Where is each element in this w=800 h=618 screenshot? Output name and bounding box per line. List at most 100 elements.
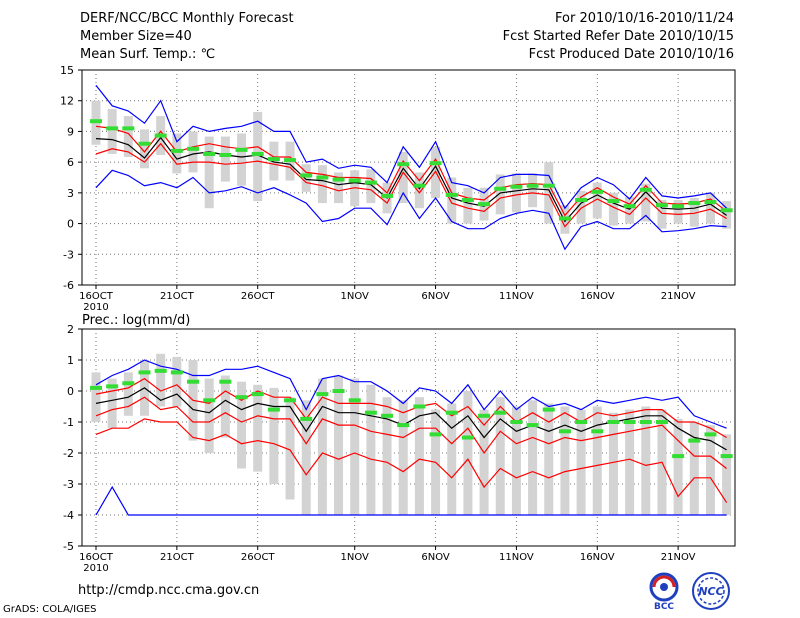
prec-obs-marker <box>381 413 394 418</box>
temp-obs-marker <box>623 204 636 209</box>
prec-range-box <box>722 434 732 515</box>
prec-range-box <box>366 384 376 515</box>
temp-mean-line <box>95 136 727 223</box>
prec-range-box <box>107 378 117 429</box>
temp-xtick-label: 21NOV <box>661 291 696 302</box>
prec-range-box <box>123 372 133 416</box>
temp-range-box <box>204 136 214 209</box>
forecast-period: For 2010/10/16-2010/11/24 <box>555 11 734 26</box>
temp-range-box <box>414 172 424 209</box>
prec-ytick-label: -3 <box>63 478 74 491</box>
temp-obs-marker <box>219 152 232 157</box>
temp-range-box <box>673 200 683 224</box>
prec-xtick-label: 6NOV <box>421 552 450 563</box>
prec-upper-line <box>95 377 727 439</box>
prec-range-box <box>414 397 424 515</box>
prec-lower2-line <box>95 418 728 503</box>
prec-range-box <box>463 391 473 515</box>
temp-range-box <box>366 169 376 204</box>
temp-xtick-label: 26OCT <box>241 291 276 302</box>
prec-range-box <box>91 372 101 422</box>
prec-min-line <box>95 485 727 516</box>
prec-obs-marker <box>203 398 216 403</box>
temp-range-box <box>269 141 279 181</box>
temp-obs-marker <box>364 180 377 185</box>
temp-obs-marker <box>203 151 216 156</box>
prec-xtick-label: 1NOV <box>341 552 370 563</box>
prec-range-box <box>528 400 538 515</box>
temp-upper-line <box>95 125 727 217</box>
temp-obs-marker <box>494 186 507 191</box>
prec-range-box <box>382 397 392 515</box>
temp-obs-marker <box>106 126 119 131</box>
temp-range-box <box>705 192 715 224</box>
temp-obs-marker <box>397 162 410 167</box>
temp-obs-marker <box>655 203 668 208</box>
prec-obs-marker <box>526 423 539 428</box>
prec-obs-marker <box>542 407 555 412</box>
prec-obs-marker <box>154 368 167 373</box>
temp-obs-marker <box>300 173 313 178</box>
temp-range-box <box>463 187 473 224</box>
prec-obs-marker <box>720 454 733 459</box>
temp-obs-marker <box>429 161 442 166</box>
prec-ytick-label: -1 <box>63 416 74 429</box>
prec-obs-marker <box>348 398 361 403</box>
prec-obs-marker <box>332 389 345 393</box>
temp-range-box <box>301 164 311 192</box>
prec-range-box <box>544 403 554 515</box>
temp-obs-marker <box>510 184 523 189</box>
temp-obs-marker <box>575 198 588 203</box>
temp-range-box <box>495 174 505 215</box>
temp-xtick-label: 1NOV <box>341 291 370 302</box>
temp-range-box <box>334 172 344 204</box>
prec-obs-marker <box>558 429 571 434</box>
prec-range-box <box>705 425 715 515</box>
prec-panel-title: Prec.: log(mm/d) <box>82 313 190 328</box>
prec-xtick-year-label: 2010 <box>83 563 108 574</box>
prec-obs-marker <box>316 392 329 397</box>
temp-obs-marker <box>461 198 474 203</box>
grads-credit: GrADS: COLA/IGES <box>3 604 97 615</box>
bcc-logo: BCC <box>649 572 679 611</box>
temp-obs-marker <box>672 204 685 209</box>
temp-range-box <box>140 129 150 169</box>
temp-obs-marker <box>413 183 426 188</box>
prec-ytick-label: -5 <box>63 540 74 553</box>
prec-range-box <box>220 375 230 438</box>
prec-xtick-label: 16OCT <box>79 552 114 563</box>
prec-range-box <box>608 412 618 515</box>
temp-range-box <box>188 131 198 173</box>
prec-obs-marker <box>138 370 151 375</box>
prec-max-line <box>95 359 727 429</box>
prec-range-box <box>156 353 166 407</box>
temp-obs-marker <box>558 216 571 221</box>
temp-range-box <box>172 133 182 174</box>
prec-obs-marker <box>284 398 297 403</box>
prec-range-box <box>269 387 279 484</box>
temp-obs-marker <box>720 208 733 213</box>
prec-range-box <box>592 406 602 515</box>
prec-obs-marker <box>219 379 232 384</box>
source-url[interactable]: http://cmdp.ncc.cma.gov.cn <box>78 583 260 598</box>
member-size: Member Size=40 <box>80 29 192 44</box>
prec-range-box <box>511 406 521 515</box>
temp-range-box <box>689 197 699 227</box>
temp-obs-marker <box>591 189 604 194</box>
prec-mean-line <box>95 387 727 451</box>
prec-obs-marker <box>429 432 442 437</box>
ncc-logo-text: NCC <box>698 585 723 598</box>
prec-range-box <box>673 418 683 515</box>
temp-obs-marker <box>478 202 491 207</box>
prec-obs-marker <box>461 435 474 440</box>
prec-ytick-label: -4 <box>63 509 74 522</box>
temp-range-box <box>398 151 408 204</box>
prec-obs-marker <box>704 432 717 437</box>
prec-obs-marker <box>655 420 668 424</box>
temp-obs-marker <box>381 193 394 198</box>
prec-range-box <box>285 397 295 500</box>
temp-range-box <box>447 177 457 224</box>
temp-obs-marker <box>688 201 701 206</box>
temp-obs-marker <box>187 146 200 151</box>
prec-range-box <box>641 406 651 515</box>
